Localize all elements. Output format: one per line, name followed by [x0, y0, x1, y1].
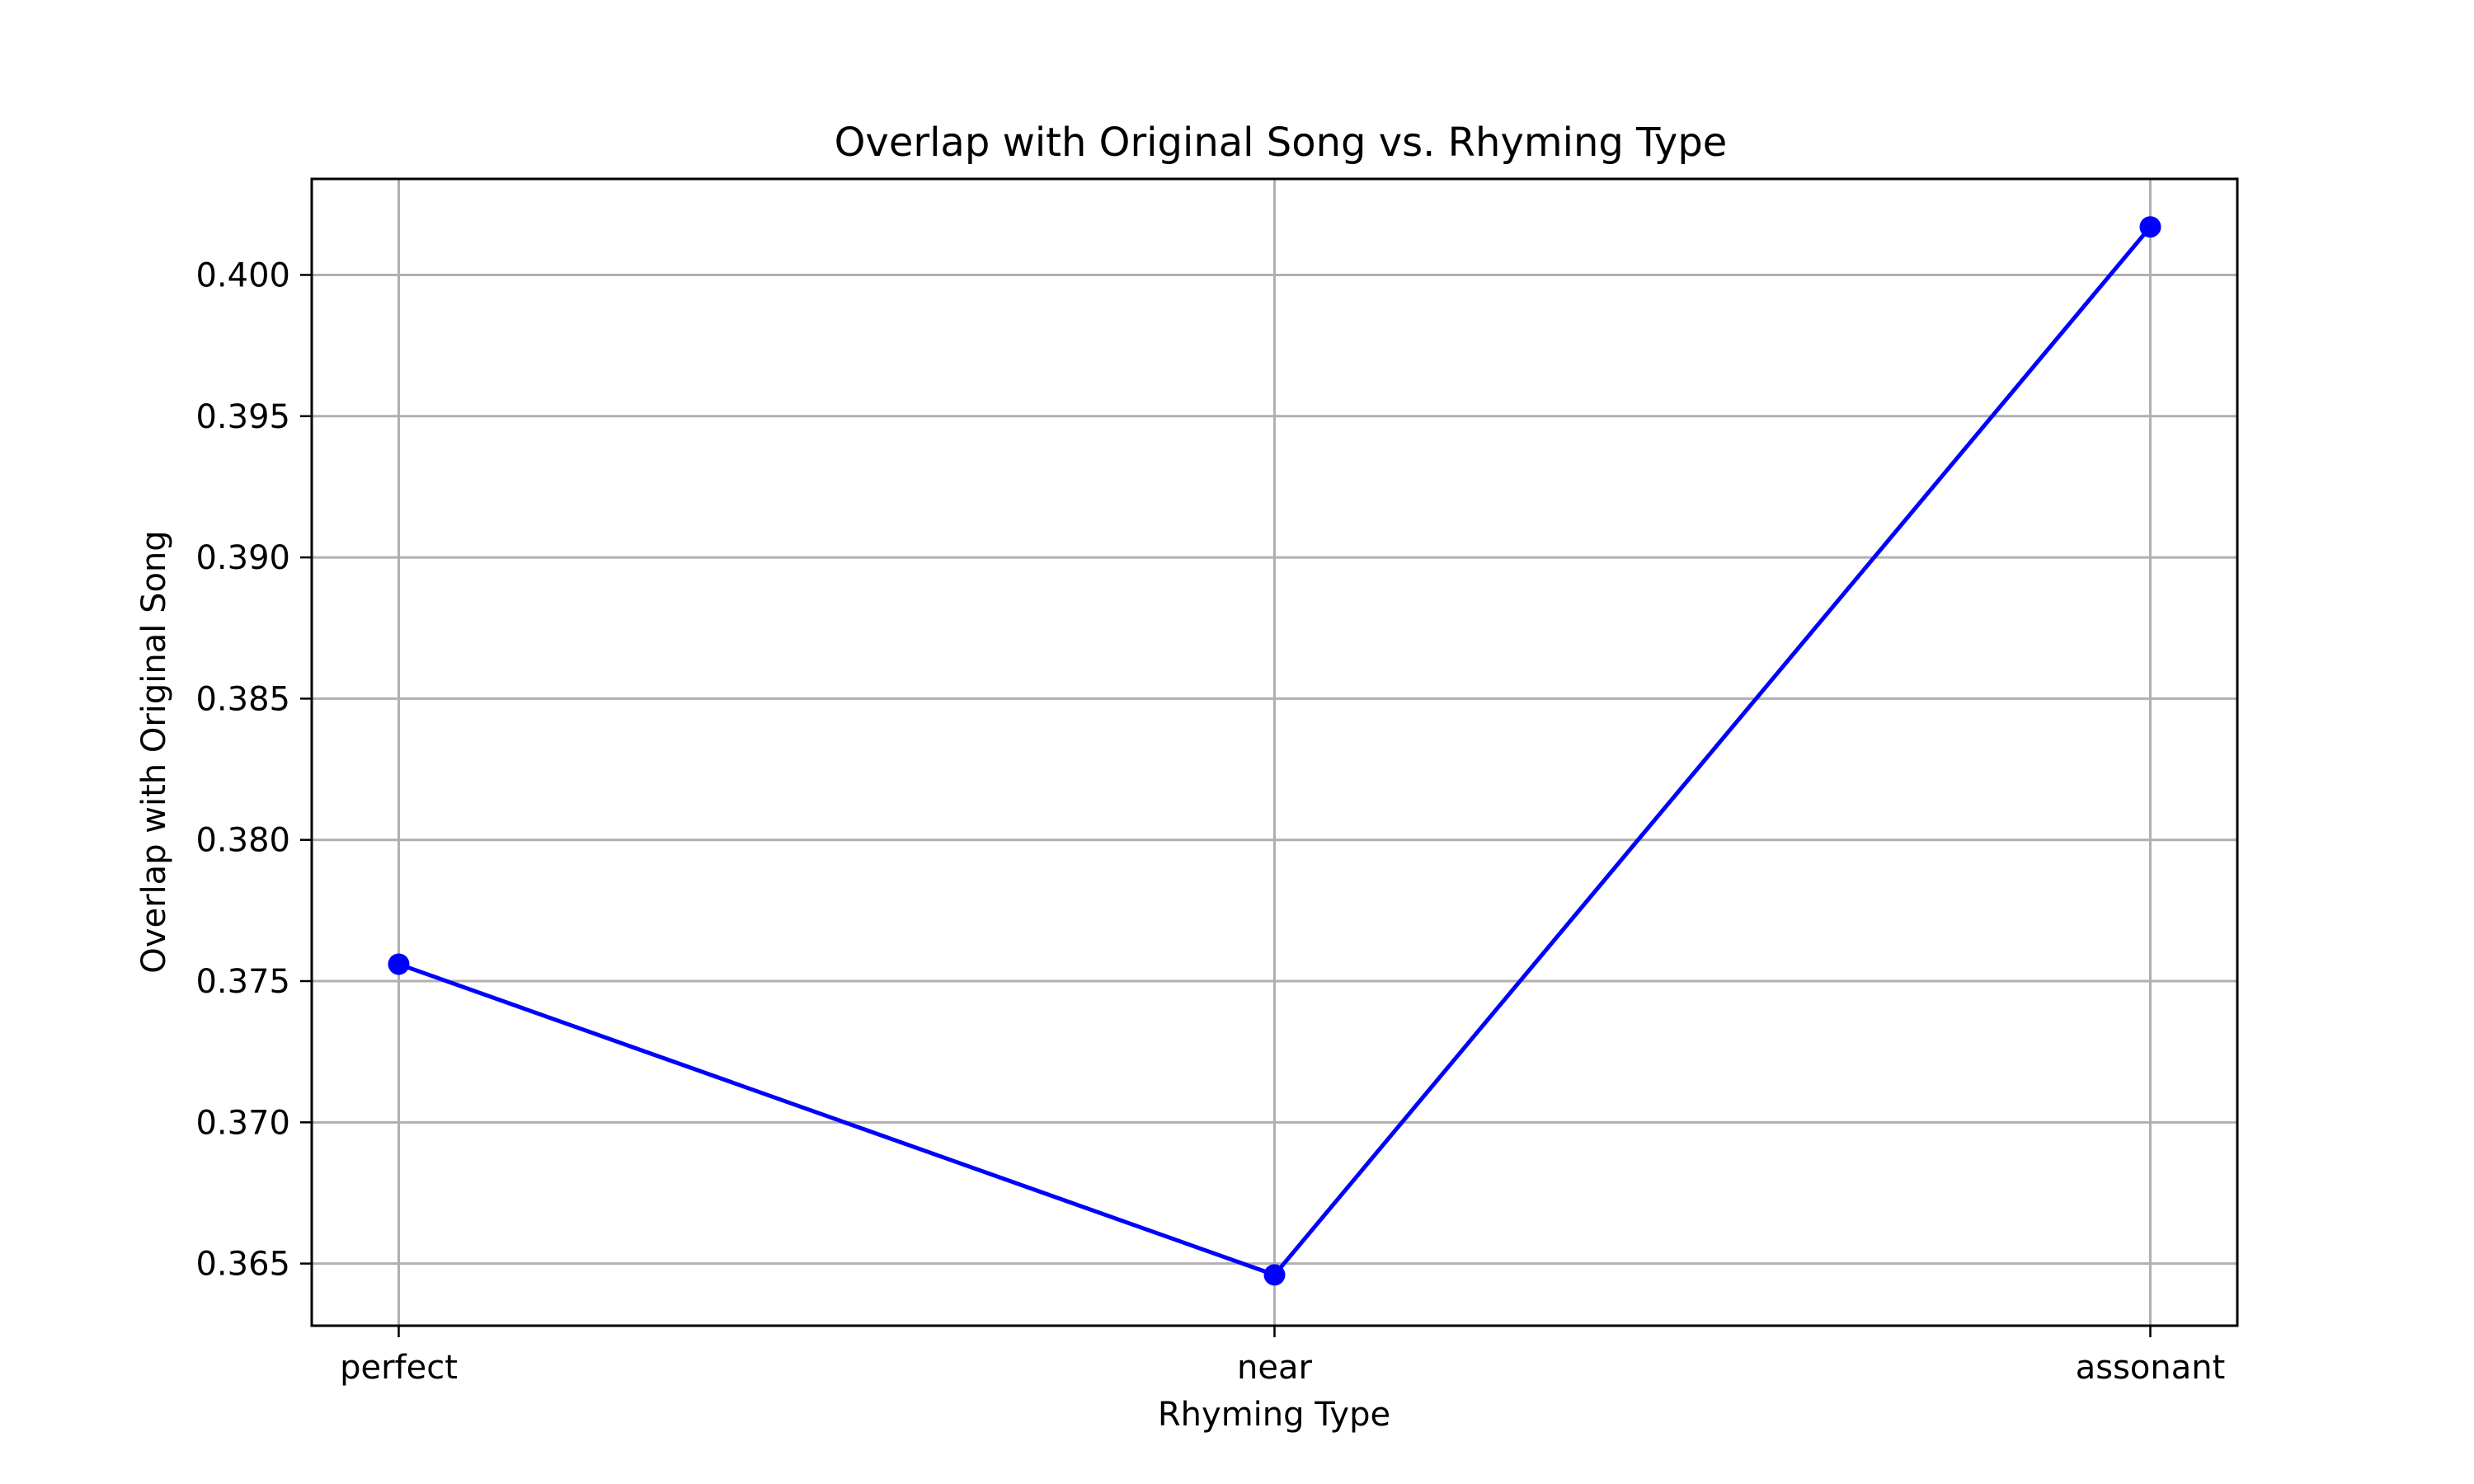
x-axis-label: Rhyming Type [1158, 1396, 1390, 1434]
y-tick-label: 0.390 [195, 539, 290, 577]
axis-ticks: perfect near assonant 0.365 0.370 0.375 0.380 0… [195, 256, 2225, 1387]
y-tick-label: 0.380 [195, 822, 290, 860]
x-tick-label: perfect [340, 1349, 458, 1387]
y-tick-label: 0.370 [195, 1104, 290, 1142]
series-layer [388, 216, 2161, 1286]
chart-title: Overlap with Original Song vs. Rhyming T… [835, 120, 1728, 166]
y-tick-label: 0.395 [195, 398, 290, 436]
y-tick-label: 0.375 [195, 963, 290, 1001]
x-tick-label: near [1237, 1349, 1312, 1387]
data-point-near [1263, 1264, 1286, 1286]
y-axis-label: Overlap with Original Song [135, 530, 173, 973]
data-point-perfect [388, 953, 410, 975]
y-tick-label: 0.365 [195, 1246, 290, 1284]
grid-lines [312, 179, 2237, 1326]
y-tick-label: 0.400 [195, 256, 290, 294]
x-tick-label: assonant [2076, 1349, 2226, 1387]
data-point-assonant [2139, 216, 2161, 238]
y-tick-label: 0.385 [195, 680, 290, 718]
